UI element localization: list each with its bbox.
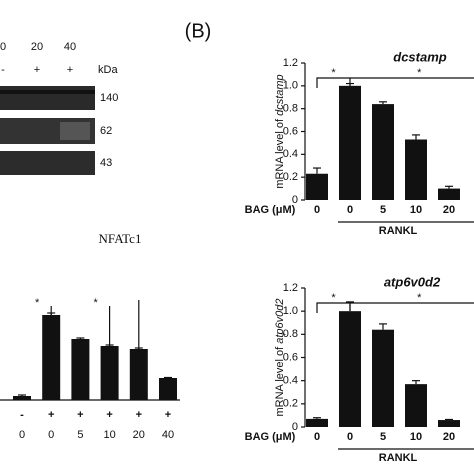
significance: *	[331, 292, 336, 304]
x-tick-label: 0	[347, 431, 353, 443]
x-tick-label: 0	[314, 431, 320, 443]
significance: *	[417, 292, 422, 304]
dose-label: 40	[64, 41, 76, 53]
y-tick-label: 0.6	[283, 125, 298, 137]
x-tick-label: 10	[410, 204, 422, 216]
blot-caption: NFATc1	[99, 231, 142, 246]
y-tick-label: 1.2	[283, 57, 298, 69]
treatment-label: -	[20, 409, 24, 421]
x-tick-label: 0	[314, 204, 320, 216]
chart-title: atp6v0d2	[384, 274, 441, 289]
x-axis-label: BAG (μM)	[245, 431, 296, 443]
marker-label: 62	[100, 125, 112, 137]
y-tick-label: 0	[292, 421, 298, 433]
x-tick-label: 0	[48, 429, 54, 441]
x-tick-label: 40	[162, 429, 174, 441]
y-label-gene: atp6v0d2	[274, 298, 286, 343]
bar	[129, 349, 148, 400]
treatment-label: +	[106, 409, 112, 421]
x-tick-label: 20	[443, 204, 455, 216]
group-label: RANKL	[379, 225, 418, 237]
y-tick-label: 0.2	[283, 398, 298, 410]
treatment-label: +	[136, 409, 142, 421]
y-tick-label: 0.6	[283, 351, 298, 363]
dose-label: 20	[31, 41, 43, 53]
blot-band	[0, 151, 95, 175]
significance: *	[93, 297, 98, 309]
significance-line	[316, 302, 351, 313]
bar	[339, 311, 361, 427]
blot-band	[0, 86, 95, 110]
x-axis-label: BAG (μM)	[245, 204, 296, 216]
bar	[372, 104, 394, 200]
significance: *	[331, 67, 336, 79]
treatment-label: +	[67, 64, 73, 76]
x-tick-label: 5	[380, 431, 386, 443]
bar	[405, 384, 427, 427]
y-tick-label: 0.4	[283, 375, 298, 387]
panel-label: (B)	[185, 20, 212, 42]
bar	[13, 396, 31, 400]
bar	[159, 378, 177, 400]
bar	[306, 418, 328, 427]
bar	[405, 139, 427, 200]
marker-label: 43	[100, 157, 112, 169]
dose-label: 0	[0, 41, 6, 53]
blot-band	[0, 90, 95, 94]
bar	[372, 329, 394, 427]
treatment-label: +	[48, 409, 54, 421]
y-tick-label: 0.4	[283, 148, 298, 160]
x-tick-label: 20	[443, 431, 455, 443]
y-tick-label: 1.0	[283, 305, 298, 317]
x-tick-label: 20	[133, 429, 145, 441]
bar	[438, 188, 460, 200]
y-axis-label: mRNA level of atp6v0d2	[274, 298, 286, 416]
bar	[339, 85, 361, 200]
y-tick-label: 0.2	[283, 171, 298, 183]
x-tick-label: 0	[19, 429, 25, 441]
y-label-text: mRNA level of	[274, 344, 286, 417]
y-tick-label: 1.0	[283, 80, 298, 92]
y-axis-label: mRNA level of dcstamp	[274, 74, 286, 188]
significance: *	[35, 297, 40, 309]
y-label-text: mRNA level of	[274, 116, 286, 189]
x-tick-label: 0	[347, 204, 353, 216]
blot	[0, 86, 95, 175]
unit-label: kDa	[98, 64, 118, 76]
treatment-label: +	[77, 409, 83, 421]
treatment-label: +	[34, 64, 40, 76]
y-tick-label: 0	[292, 194, 298, 206]
chart-title: dcstamp	[393, 49, 447, 64]
bar	[438, 420, 460, 427]
y-tick-label: 1.2	[283, 282, 298, 294]
x-tick-label: 10	[103, 429, 115, 441]
marker-label: 140	[100, 92, 118, 104]
y-tick-label: 0.8	[283, 328, 298, 340]
x-tick-label: 5	[380, 204, 386, 216]
treatment-label: +	[165, 409, 171, 421]
x-tick-label: 5	[77, 429, 83, 441]
significance: *	[417, 67, 422, 79]
y-label-gene: dcstamp	[274, 74, 286, 116]
blot-band	[60, 122, 90, 140]
treatment-label: -	[1, 64, 5, 76]
significance-line	[316, 77, 351, 88]
y-tick-label: 0.8	[283, 103, 298, 115]
bar	[306, 173, 328, 200]
group-label: RANKL	[379, 452, 418, 464]
x-tick-label: 10	[410, 431, 422, 443]
bar	[71, 339, 90, 400]
chart: - + + + + +0 0 5 10 20 40 * *	[0, 297, 180, 441]
